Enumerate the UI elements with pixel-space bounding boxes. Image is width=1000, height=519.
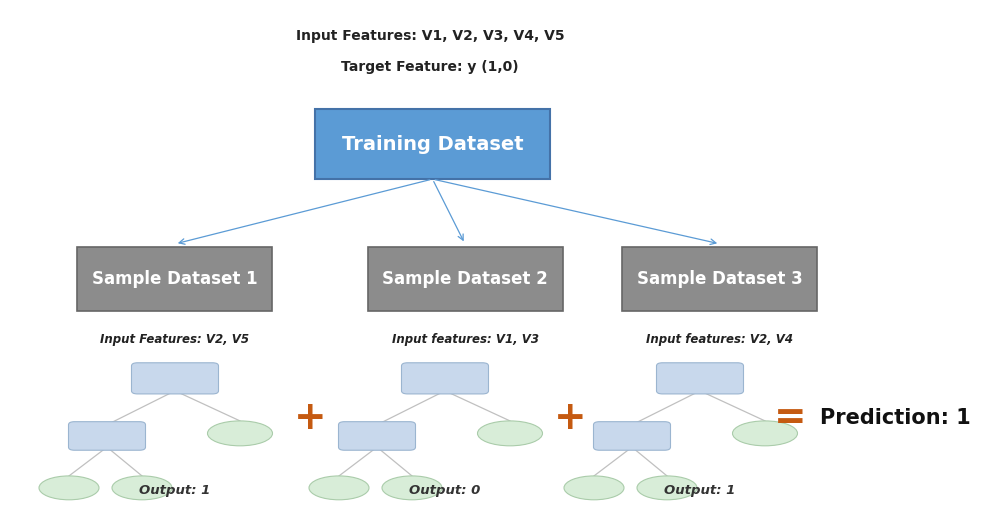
Ellipse shape [112,476,172,500]
Text: Input Features: V2, V5: Input Features: V2, V5 [100,333,250,347]
Ellipse shape [39,476,99,500]
Ellipse shape [564,476,624,500]
Text: Sample Dataset 1: Sample Dataset 1 [92,270,258,288]
FancyBboxPatch shape [338,421,416,450]
Text: Sample Dataset 3: Sample Dataset 3 [637,270,803,288]
Text: Training Dataset: Training Dataset [342,134,523,154]
FancyBboxPatch shape [131,363,218,394]
Text: Output: 1: Output: 1 [139,484,211,497]
Text: +: + [554,399,586,437]
Text: Input Features: V1, V2, V3, V4, V5: Input Features: V1, V2, V3, V4, V5 [296,30,564,43]
FancyBboxPatch shape [368,247,562,311]
Ellipse shape [637,476,697,500]
FancyBboxPatch shape [593,421,670,450]
Text: Sample Dataset 2: Sample Dataset 2 [382,270,548,288]
FancyBboxPatch shape [622,247,817,311]
Text: Output: 1: Output: 1 [664,484,736,497]
FancyBboxPatch shape [77,247,272,311]
Ellipse shape [208,421,272,446]
FancyBboxPatch shape [402,363,489,394]
Text: Output: 0: Output: 0 [409,484,481,497]
FancyBboxPatch shape [315,109,550,179]
Text: Target Feature: y (1,0): Target Feature: y (1,0) [341,61,519,74]
FancyBboxPatch shape [68,421,145,450]
Ellipse shape [309,476,369,500]
FancyBboxPatch shape [656,363,743,394]
Text: Input features: V2, V4: Input features: V2, V4 [646,333,794,347]
Ellipse shape [382,476,442,500]
Text: +: + [294,399,326,437]
Text: Input features: V1, V3: Input features: V1, V3 [392,333,538,347]
Ellipse shape [732,421,797,446]
Text: Prediction: 1: Prediction: 1 [820,408,970,428]
Text: =: = [774,399,806,437]
Ellipse shape [478,421,542,446]
